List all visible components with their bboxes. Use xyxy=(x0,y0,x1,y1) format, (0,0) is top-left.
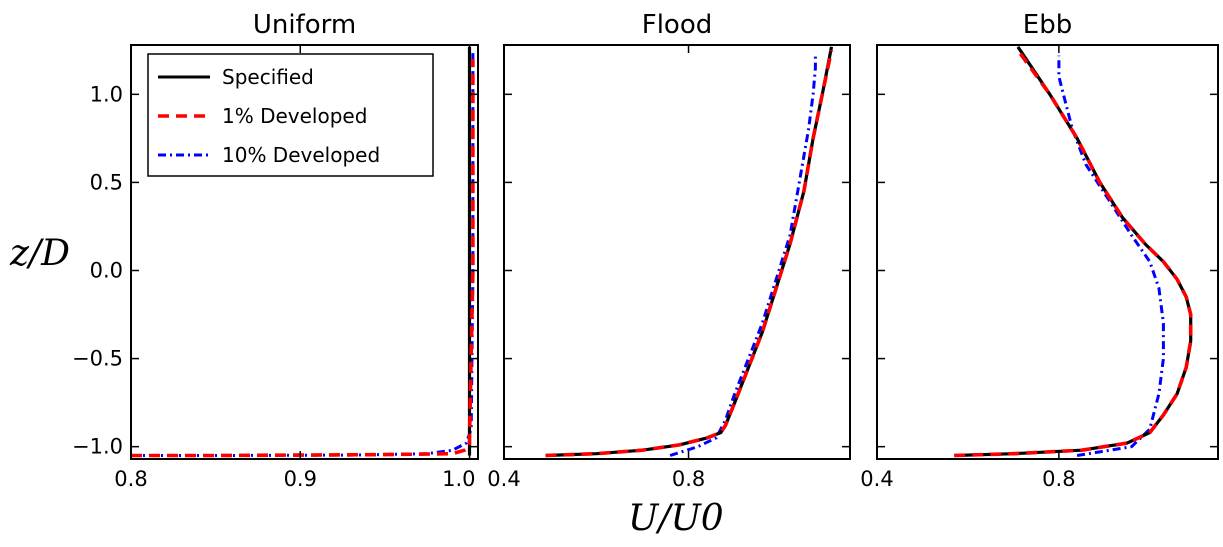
y-tick-label-uniform: −1.0 xyxy=(72,435,123,459)
x-axis-label: U/U0 xyxy=(628,498,724,539)
x-tick-label-uniform: 1.0 xyxy=(442,467,475,491)
x-tick-label-ebb: 0.4 xyxy=(860,467,893,491)
series-group-flood xyxy=(545,46,834,458)
y-tick-label-uniform: 1.0 xyxy=(90,82,123,106)
panels: −1.0 −0.5 0.0 0.5 1.0 0.8 0.9 1.0 Uniform 0.4 0.8 F… xyxy=(72,10,1219,491)
x-tick-label-uniform: 0.9 xyxy=(284,467,317,491)
series-line-flood-1pct-developed xyxy=(545,49,834,458)
panel-flood: 0.4 0.8 Flood xyxy=(487,10,851,491)
panel-title-uniform: Uniform xyxy=(253,10,356,40)
series-group-ebb xyxy=(954,45,1193,458)
legend-label-1pct: 1% Developed xyxy=(222,104,367,128)
y-tick-label-uniform: 0.5 xyxy=(90,170,123,194)
legend-label-specified: Specified xyxy=(222,65,314,89)
frame-uniform xyxy=(130,44,479,460)
legend: Specified 1% Developed 10% Developed xyxy=(147,53,434,177)
y-axis-label: z/D xyxy=(9,233,70,274)
series-line-flood-10pct-developed xyxy=(669,55,817,457)
x-tick-label-ebb: 0.8 xyxy=(1042,467,1075,491)
y-tick-label-uniform: −0.5 xyxy=(72,347,123,371)
x-tick-label-uniform: 0.8 xyxy=(114,467,147,491)
x-tick-label-flood: 0.4 xyxy=(487,467,520,491)
series-line-ebb-1pct-developed xyxy=(954,49,1193,458)
series-line-flood-specified xyxy=(545,46,834,458)
panel-ebb: 0.4 0.8 Ebb xyxy=(860,10,1219,491)
frame-flood xyxy=(503,44,851,460)
series-line-ebb-specified xyxy=(954,45,1193,458)
y-tick-label-uniform: 0.0 xyxy=(90,258,123,282)
panel-uniform: −1.0 −0.5 0.0 0.5 1.0 0.8 0.9 1.0 Uniform xyxy=(72,10,479,491)
legend-label-10pct: 10% Developed xyxy=(222,143,380,167)
series-group-uniform xyxy=(131,46,475,458)
series-line-uniform-1pct-developed xyxy=(131,59,475,458)
frame-ebb xyxy=(876,44,1219,460)
panel-title-ebb: Ebb xyxy=(1023,10,1072,40)
x-tick-label-flood: 0.8 xyxy=(672,467,705,491)
series-line-ebb-10pct-developed xyxy=(1057,55,1165,457)
panel-title-flood: Flood xyxy=(642,10,713,40)
